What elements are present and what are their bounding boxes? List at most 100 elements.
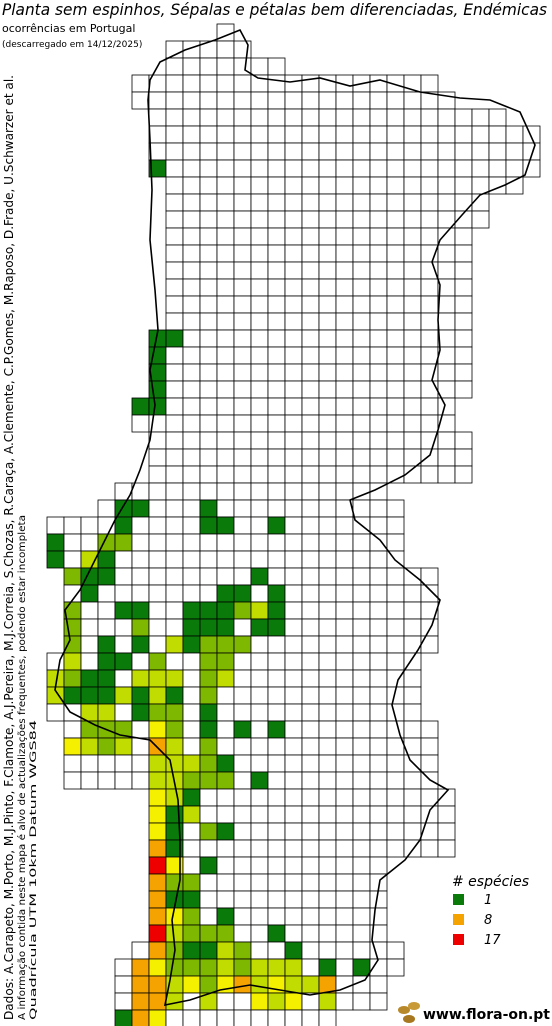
grid-cell [165, 567, 184, 586]
grid-cell [233, 244, 252, 263]
grid-cell [80, 533, 99, 552]
grid-cell [250, 737, 269, 756]
grid-cell [216, 193, 235, 212]
grid-cell [165, 1009, 184, 1026]
grid-cell [114, 618, 133, 637]
grid-cell [267, 771, 286, 790]
grid-cell [454, 346, 473, 365]
grid-cell [352, 346, 371, 365]
grid-cell [352, 278, 371, 297]
grid-cell [148, 788, 167, 807]
grid-cell [352, 108, 371, 127]
grid-cell [352, 635, 371, 654]
grid-cell [199, 516, 218, 535]
grid-cell [250, 295, 269, 314]
grid-cell [352, 652, 371, 671]
grid-cell [284, 533, 303, 552]
grid-cell [250, 329, 269, 348]
grid-cell [301, 873, 320, 892]
grid-cell [182, 278, 201, 297]
grid-cell [301, 499, 320, 518]
grid-cell [471, 108, 490, 127]
grid-cell [403, 329, 422, 348]
grid-cell [454, 278, 473, 297]
grid-cell [250, 567, 269, 586]
grid-cell [335, 142, 354, 161]
grid-cell [165, 397, 184, 416]
grid-cell [250, 618, 269, 637]
grid-cell [318, 669, 337, 688]
grid-cell [301, 380, 320, 399]
grid-cell [369, 227, 388, 246]
grid-cell [335, 720, 354, 739]
grid-cell [216, 822, 235, 841]
grid-cell [182, 244, 201, 263]
grid-cell [420, 346, 439, 365]
grid-cell [267, 992, 286, 1011]
grid-cell [318, 635, 337, 654]
grid-cell [335, 941, 354, 960]
grid-cell [318, 856, 337, 875]
grid-cell [148, 635, 167, 654]
grid-cell [216, 176, 235, 195]
grid-cell [199, 533, 218, 552]
grid-cell [420, 142, 439, 161]
grid-cell [301, 686, 320, 705]
grid-cell [250, 125, 269, 144]
grid-cell [216, 74, 235, 93]
grid-cell [199, 210, 218, 229]
grid-cell [284, 159, 303, 178]
grid-cell [199, 652, 218, 671]
grid-cell [165, 958, 184, 977]
grid-cell [437, 448, 456, 467]
grid-cell [233, 414, 252, 433]
grid-cell [369, 652, 388, 671]
grid-cell [267, 1009, 286, 1026]
grid-cell [352, 91, 371, 110]
grid-cell [182, 363, 201, 382]
grid-cell [386, 261, 405, 280]
grid-cell [284, 822, 303, 841]
grid-cell [233, 686, 252, 705]
grid-cell [233, 771, 252, 790]
grid-cell [97, 686, 116, 705]
grid-cell [199, 890, 218, 909]
grid-cell [267, 278, 286, 297]
grid-cell [182, 669, 201, 688]
grid-cell [131, 516, 150, 535]
grid-cell [233, 567, 252, 586]
grid-cell [250, 397, 269, 416]
grid-cell [420, 176, 439, 195]
grid-cell [216, 958, 235, 977]
grid-cell [216, 227, 235, 246]
grid-cell [250, 856, 269, 875]
grid-cell [182, 125, 201, 144]
grid-cell [148, 108, 167, 127]
grid-cell [97, 618, 116, 637]
grid-cell [182, 159, 201, 178]
grid-cell [318, 924, 337, 943]
grid-cell [318, 992, 337, 1011]
grid-cell [352, 771, 371, 790]
grid-cell [318, 380, 337, 399]
grid-cell [165, 329, 184, 348]
grid-cell [148, 584, 167, 603]
grid-cell [369, 159, 388, 178]
grid-cell [318, 210, 337, 229]
disclaimer-line: A informação contida neste mapa é alvo d… [16, 515, 28, 1020]
grid-cell [182, 431, 201, 450]
grid-cell [267, 720, 286, 739]
grid-cell [250, 720, 269, 739]
grid-cell [199, 329, 218, 348]
grid-cell [386, 822, 405, 841]
grid-cell [216, 669, 235, 688]
grid-cell [114, 516, 133, 535]
grid-cell [369, 278, 388, 297]
grid-cell [284, 958, 303, 977]
grid-cell [335, 414, 354, 433]
grid-cell [437, 108, 456, 127]
grid-cell [250, 482, 269, 501]
grid-cell [386, 346, 405, 365]
grid-cell [369, 363, 388, 382]
